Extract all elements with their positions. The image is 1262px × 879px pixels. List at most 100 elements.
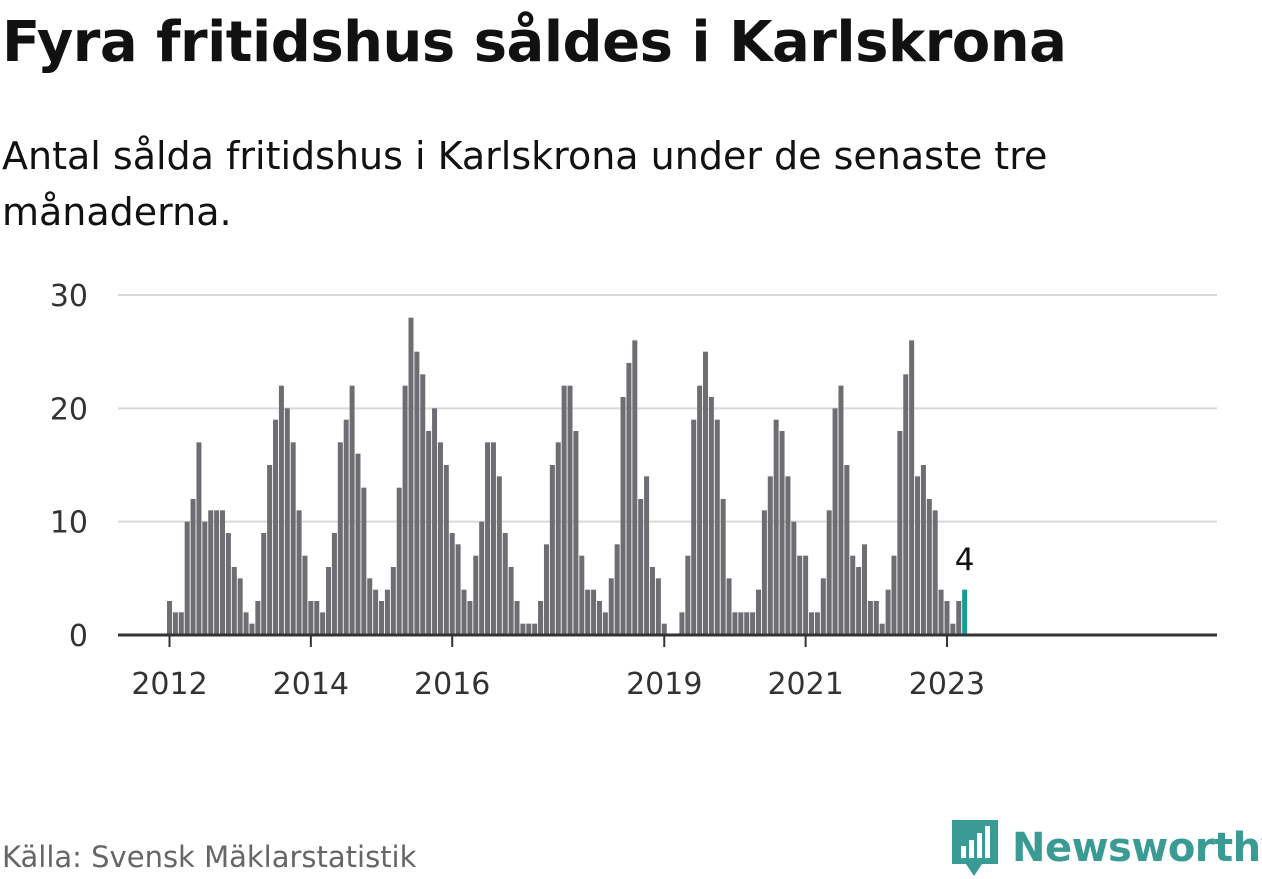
highlight-bar	[962, 589, 968, 635]
bar	[331, 533, 337, 635]
bar	[844, 465, 850, 635]
bar	[543, 544, 549, 635]
bar	[373, 589, 379, 635]
bar	[944, 601, 950, 635]
bar	[202, 521, 208, 635]
bar	[750, 612, 756, 635]
bar	[926, 499, 932, 635]
bar	[361, 487, 367, 635]
bar	[791, 521, 797, 635]
bar	[655, 578, 661, 635]
bar	[284, 408, 290, 635]
bar	[909, 340, 915, 635]
bar	[956, 601, 962, 635]
bar	[756, 589, 761, 635]
x-tick-label-2012: 2012	[131, 667, 207, 702]
bar	[296, 510, 302, 635]
bar	[702, 351, 708, 635]
bar	[809, 612, 815, 635]
bar	[744, 612, 750, 635]
chart-subtitle: Antal sålda fritidshus i Karlskrona unde…	[2, 134, 1048, 234]
bar	[255, 601, 261, 635]
brand-name: Newsworthy	[1012, 825, 1262, 871]
bar	[862, 544, 868, 635]
bar	[820, 578, 826, 635]
bar	[490, 442, 496, 635]
bar	[502, 533, 508, 635]
bar	[579, 555, 585, 635]
bar	[785, 476, 791, 635]
bar	[555, 442, 561, 635]
bar	[214, 510, 220, 635]
bar	[355, 453, 361, 635]
bar	[708, 397, 714, 635]
bar	[920, 465, 926, 635]
bar	[538, 601, 544, 635]
bar	[408, 317, 414, 635]
bar	[337, 442, 343, 635]
bar	[797, 555, 803, 635]
bar	[273, 419, 279, 635]
bar	[526, 623, 532, 635]
bar	[596, 601, 602, 635]
bar	[915, 476, 921, 635]
bar	[773, 419, 779, 635]
bar	[614, 544, 620, 635]
bar	[190, 499, 196, 635]
bar	[761, 510, 767, 635]
bar	[308, 601, 314, 635]
bar	[237, 578, 243, 635]
y-tick-label-10: 10	[50, 506, 88, 541]
bar	[938, 589, 944, 635]
bar	[585, 589, 591, 635]
x-tick-label-2021: 2021	[767, 667, 843, 702]
bar	[167, 601, 172, 635]
bar	[384, 589, 390, 635]
bar	[620, 397, 626, 635]
bar	[661, 623, 667, 635]
bar	[379, 601, 385, 635]
bar	[608, 578, 614, 635]
bar	[326, 567, 332, 635]
bar	[520, 623, 526, 635]
bar	[714, 419, 720, 635]
bar	[208, 510, 214, 635]
source-note: Källa: Svensk Mäklarstatistik	[2, 840, 417, 874]
bar	[826, 510, 832, 635]
bar	[443, 465, 449, 635]
bar	[567, 385, 573, 635]
bar	[420, 374, 426, 635]
bar	[243, 612, 249, 635]
bar	[814, 612, 820, 635]
annotations: 4	[955, 543, 975, 579]
bar	[867, 601, 873, 635]
bar	[496, 476, 502, 635]
bar	[455, 544, 461, 635]
bar	[343, 419, 349, 635]
y-tick-label-30: 30	[50, 279, 88, 314]
bar	[891, 555, 897, 635]
bar	[679, 612, 685, 635]
bar	[196, 442, 202, 635]
bars	[167, 317, 968, 635]
bar	[591, 589, 597, 635]
bar	[832, 408, 838, 635]
bar	[732, 612, 738, 635]
bar	[549, 465, 555, 635]
bar	[644, 476, 650, 635]
bar	[779, 431, 785, 635]
bar	[726, 578, 732, 635]
bar	[367, 578, 373, 635]
bar	[897, 431, 903, 635]
bar	[856, 567, 862, 635]
bar	[172, 612, 178, 635]
brand-logo[interactable]: Newsworthy	[950, 818, 1262, 878]
bar	[437, 442, 443, 635]
bar	[314, 601, 320, 635]
bar	[767, 476, 773, 635]
bar	[485, 442, 491, 635]
bar	[432, 408, 438, 635]
bar	[479, 521, 485, 635]
bar	[225, 533, 231, 635]
